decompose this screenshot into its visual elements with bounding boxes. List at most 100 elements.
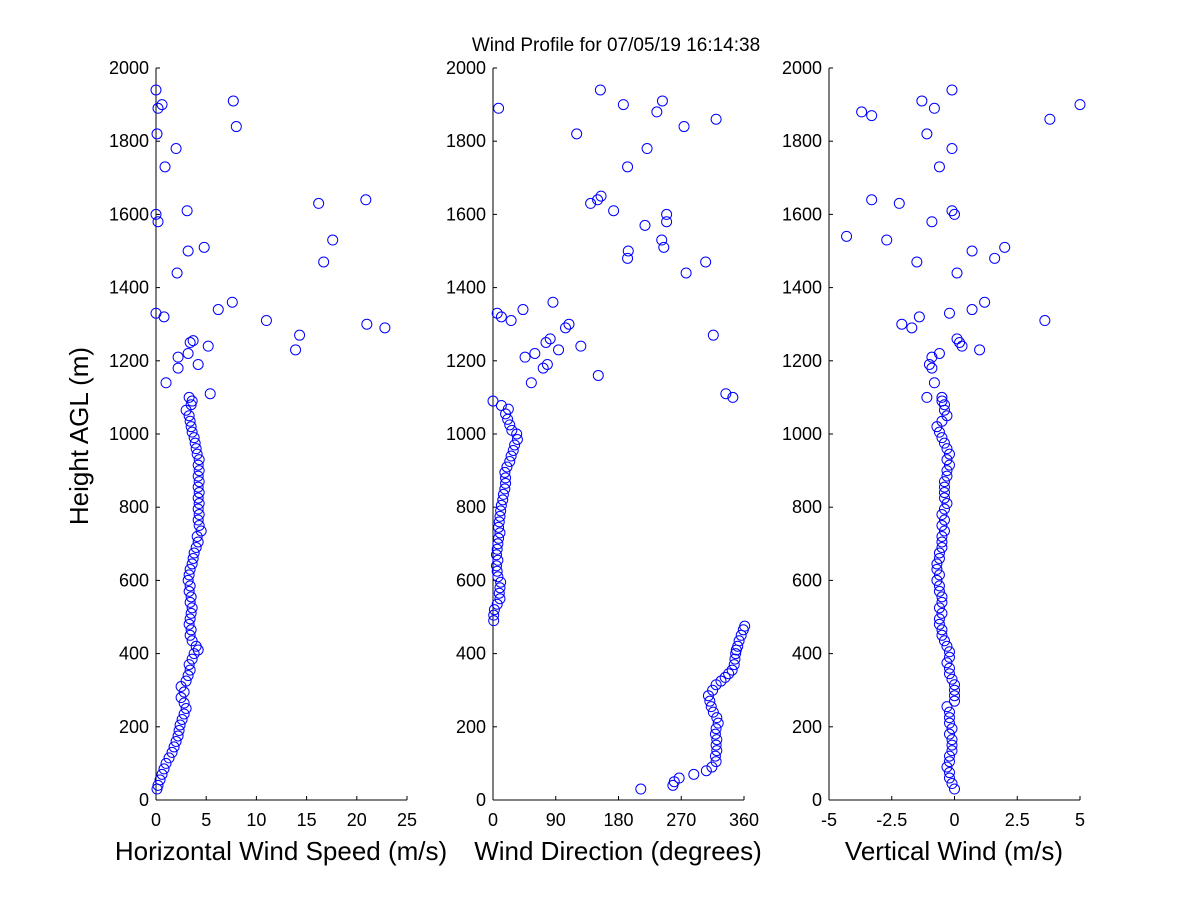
data-point (999, 241, 1011, 253)
data-point (188, 547, 200, 559)
data-point (933, 580, 945, 592)
data-point (943, 767, 955, 779)
data-point (188, 648, 200, 660)
data-point (728, 659, 740, 671)
data-point (938, 514, 950, 526)
data-point (949, 684, 960, 696)
data-point (230, 121, 242, 133)
data-point (946, 745, 958, 757)
data-point (571, 128, 583, 140)
data-point (173, 724, 185, 736)
data-point (170, 143, 182, 155)
data-point (313, 197, 325, 209)
data-point (715, 675, 727, 687)
data-point (893, 197, 905, 209)
data-point (193, 498, 205, 510)
data-point (1044, 113, 1056, 125)
data-point (176, 713, 188, 725)
data-point (841, 230, 853, 242)
data-point (941, 443, 953, 455)
data-point (290, 344, 302, 356)
data-point (710, 739, 722, 751)
data-point (186, 558, 198, 570)
data-point (943, 706, 955, 718)
data-point (150, 84, 162, 96)
y-tick-label: 400 (792, 644, 822, 664)
data-point (709, 728, 721, 740)
data-point (190, 640, 202, 652)
data-point (158, 763, 170, 775)
data-point (936, 607, 948, 619)
data-point (941, 640, 953, 652)
data-point (706, 761, 718, 773)
data-point (622, 252, 634, 264)
data-point (732, 640, 744, 652)
data-point (921, 128, 933, 140)
data-point (729, 653, 741, 665)
x-tick-label: 0 (949, 810, 959, 830)
data-point (507, 444, 519, 456)
data-point (936, 541, 948, 553)
data-point (491, 543, 503, 555)
data-point (946, 739, 958, 751)
data-point (178, 697, 190, 709)
data-point (949, 690, 960, 702)
data-point (933, 569, 945, 581)
data-point (936, 509, 948, 521)
data-point (926, 362, 938, 374)
data-point (184, 664, 196, 676)
data-point (966, 304, 978, 316)
y-tick-label: 1400 (782, 278, 822, 298)
data-point (185, 421, 197, 433)
data-point (658, 241, 670, 253)
data-point (946, 205, 958, 217)
data-point (493, 102, 505, 114)
data-point (492, 571, 504, 583)
y-tick-label: 1600 (446, 204, 486, 224)
data-point (720, 388, 732, 400)
data-point (705, 701, 717, 713)
y-tick-label: 0 (139, 790, 149, 810)
data-point (509, 439, 521, 451)
data-point (941, 701, 953, 713)
data-point (928, 377, 940, 389)
y-tick-label: 200 (792, 717, 822, 737)
data-point (656, 234, 668, 246)
data-point (739, 620, 751, 632)
data-point (938, 476, 950, 488)
data-point (938, 481, 950, 493)
data-point (661, 216, 673, 228)
data-point (913, 311, 925, 323)
data-point (608, 205, 620, 217)
x-tick-label: -2.5 (876, 810, 907, 830)
data-point (490, 560, 502, 572)
data-point (936, 391, 948, 403)
data-point (160, 377, 172, 389)
data-point (192, 358, 204, 370)
data-point (974, 344, 986, 356)
x-tick-label: 360 (729, 810, 759, 830)
x-tick-label: 5 (1075, 810, 1085, 830)
data-point (184, 580, 196, 592)
data-point (183, 585, 195, 597)
data-point (943, 448, 955, 460)
data-point (856, 106, 868, 118)
data-point (933, 602, 945, 614)
y-tick-label: 1000 (446, 424, 486, 444)
data-point (493, 521, 505, 533)
data-point (941, 498, 953, 510)
data-point (733, 635, 745, 647)
data-point (212, 304, 224, 316)
y-tick-label: 800 (456, 497, 486, 517)
data-point (195, 525, 207, 537)
data-point (493, 587, 505, 599)
data-point (941, 470, 953, 482)
data-point (700, 765, 712, 777)
data-point (499, 466, 511, 478)
data-point (938, 399, 950, 411)
data-point (166, 746, 178, 758)
data-point (938, 492, 950, 504)
data-point (541, 358, 553, 370)
data-point (185, 607, 197, 619)
data-point (931, 574, 943, 586)
